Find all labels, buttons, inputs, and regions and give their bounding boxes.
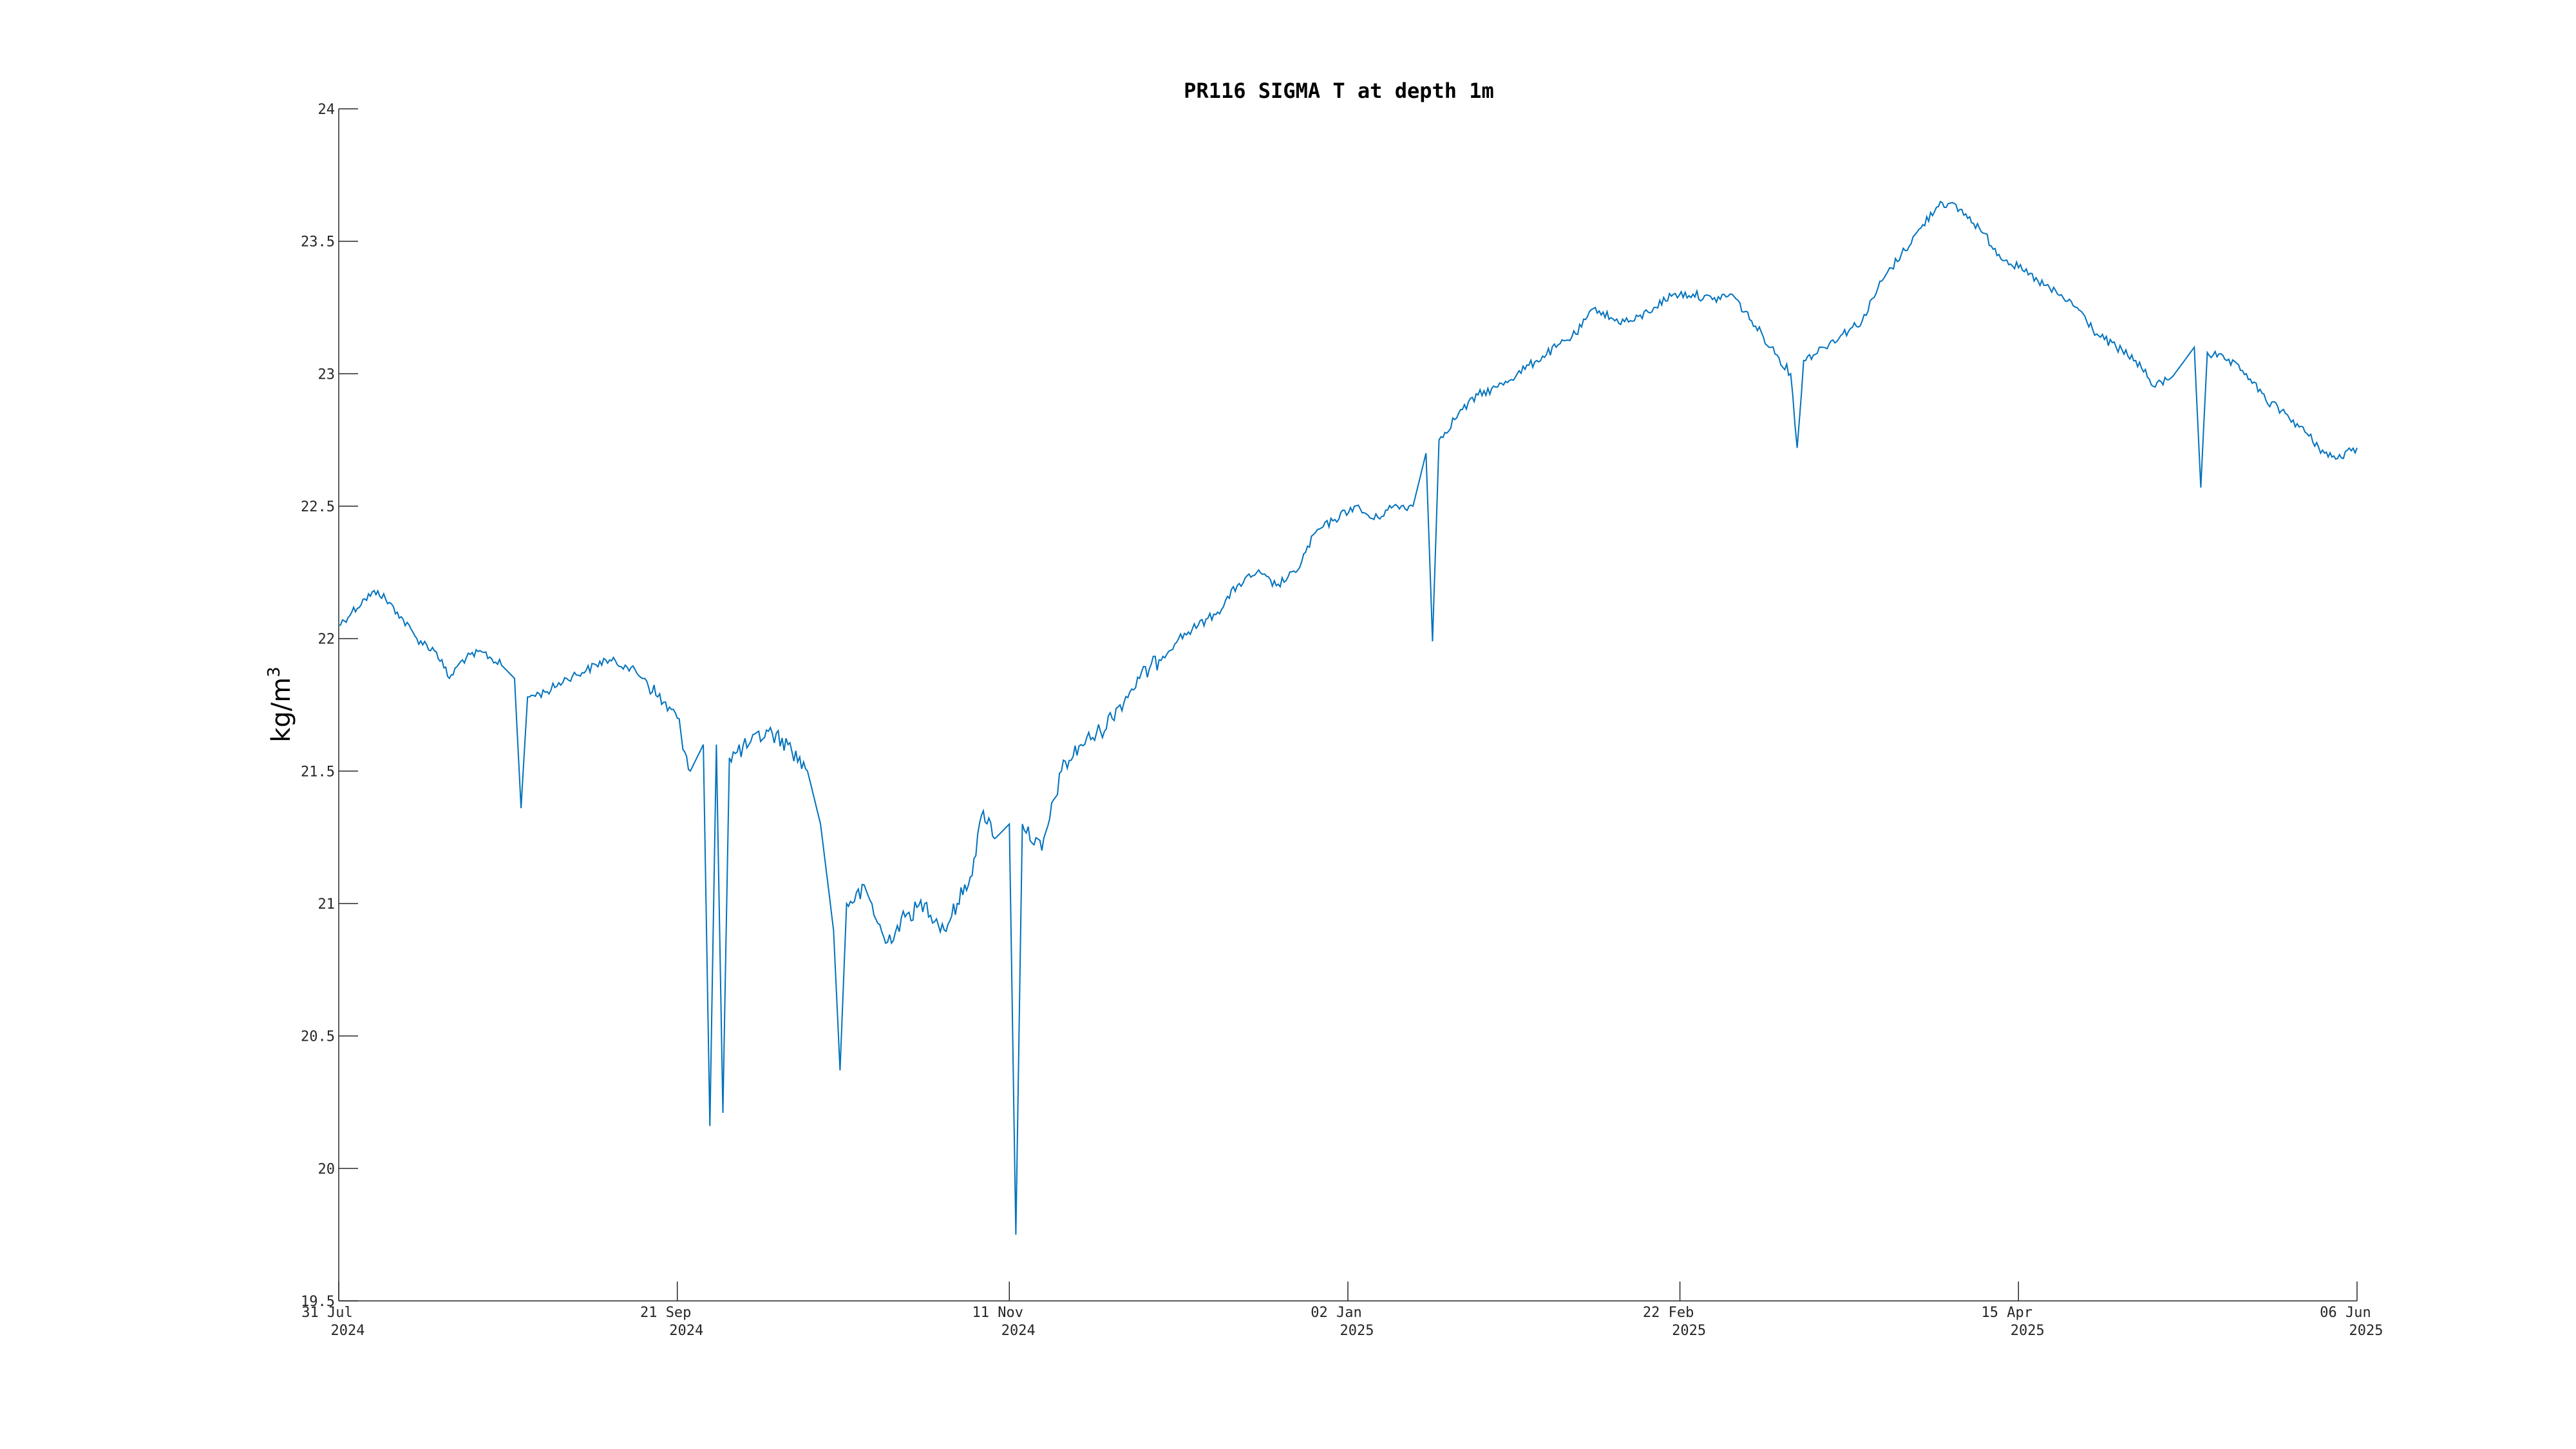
x-tick-label-date: 21 Sep xyxy=(640,1305,691,1321)
y-tick-label: 24 xyxy=(318,102,336,118)
x-tick-label-date: 06 Jun xyxy=(2320,1305,2371,1321)
x-tick-label-date: 02 Jan xyxy=(1311,1305,1361,1321)
y-tick-label: 22 xyxy=(318,632,336,648)
y-axis-ticks: 19.5 20 20.5 21 21.5 22 22.5 23 23.5 24 xyxy=(301,102,358,1310)
y-axis-label-text: kg/m xyxy=(267,677,296,743)
x-tick-label-year: 2025 xyxy=(1340,1323,1374,1339)
x-tick-label-year: 2024 xyxy=(669,1323,703,1339)
x-tick-label-date: 15 Apr xyxy=(1982,1305,2032,1321)
y-axis-label-superscript: 3 xyxy=(265,667,284,677)
x-tick-label-date: 31 Jul xyxy=(301,1305,352,1321)
x-tick-label-year: 2025 xyxy=(1672,1323,1706,1339)
y-tick-label: 23.5 xyxy=(301,234,335,251)
y-tick-label: 21.5 xyxy=(301,764,335,780)
x-axis-ticks: 31 Jul 2024 21 Sep 2024 11 Nov 2024 02 Jan 2025… xyxy=(301,1282,2383,1339)
x-tick-label-year: 2024 xyxy=(1001,1323,1036,1339)
y-tick-label: 20.5 xyxy=(301,1029,335,1045)
svg-text:kg/m3: kg/m3 xyxy=(265,667,296,743)
x-tick-label-year: 2025 xyxy=(2349,1323,2383,1339)
series-group xyxy=(338,200,2358,1235)
sigma-t-series-line xyxy=(338,200,2358,1235)
y-tick-label: 19.5 xyxy=(301,1294,335,1310)
chart-title: PR116 SIGMA T at depth 1m xyxy=(1184,79,1494,103)
y-tick-label: 23 xyxy=(318,366,336,383)
x-tick-label-year: 2024 xyxy=(331,1323,365,1339)
y-tick-label: 22.5 xyxy=(301,499,335,515)
x-tick-label-date: 11 Nov xyxy=(972,1305,1023,1321)
x-tick-label-year: 2025 xyxy=(2011,1323,2045,1339)
y-tick-label: 20 xyxy=(318,1161,336,1177)
x-tick-label-date: 22 Feb xyxy=(1643,1305,1694,1321)
y-axis-label: kg/m3 xyxy=(265,667,296,743)
y-tick-label: 21 xyxy=(318,896,336,913)
